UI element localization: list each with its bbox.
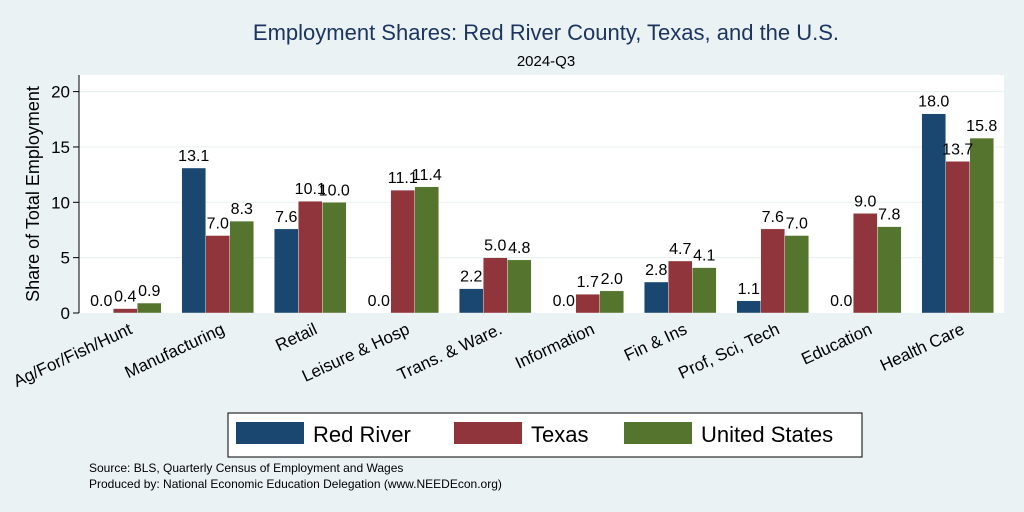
data-labels: 0.0 0.4 0.913.17.08.3 7.610.110.00.011.111.… [90, 94, 997, 310]
data-label-united-states-prof-sci-tech: 7.0 [786, 216, 808, 233]
bar-united-states-fin-ins [692, 267, 717, 314]
bar-red-river-fin-ins [644, 281, 669, 314]
y-axis-label: Share of Total Employment [23, 86, 43, 302]
bar-united-states-ag-for-fish-hunt [137, 302, 162, 314]
data-label-united-states-trans-ware: 4.8 [508, 240, 530, 257]
x-tick-label-trans-ware: Trans. & Ware. [394, 319, 504, 384]
bar-texas-information [575, 293, 600, 314]
y-axis-ticks: 0 5 10 15 20 [51, 83, 79, 323]
chart-subtitle: 2024-Q3 [517, 53, 575, 70]
data-label-united-states-information: 2.0 [601, 271, 623, 288]
bar-united-states-leisure-hosp [414, 186, 439, 314]
bar-united-states-information [599, 290, 624, 314]
data-label-texas-trans-ware: 5.0 [484, 238, 506, 255]
chart-title: Employment Shares: Red River County, Tex… [253, 20, 839, 45]
data-label-united-states-health-care: 15.8 [966, 118, 997, 135]
legend-label-red-river: Red River [313, 422, 411, 447]
data-label-united-states-fin-ins: 4.1 [693, 248, 715, 265]
y-tick-label-20: 20 [51, 83, 70, 102]
data-label-red-river-manufacturing: 13.1 [178, 148, 209, 165]
data-label-texas-manufacturing: 7.0 [207, 216, 229, 233]
bar-united-states-trans-ware [507, 259, 532, 314]
x-tick-label-education: Education [798, 319, 875, 368]
bar-united-states-retail [322, 202, 347, 314]
data-label-red-river-prof-sci-tech: 1.1 [738, 281, 760, 298]
producer-note: Produced by: National Economic Education… [89, 477, 502, 491]
data-label-red-river-fin-ins: 2.8 [645, 262, 667, 279]
data-label-united-states-ag-for-fish-hunt: 0.9 [138, 283, 160, 300]
x-tick-label-retail: Retail [273, 319, 320, 355]
bar-united-states-prof-sci-tech [784, 235, 809, 314]
bar-united-states-health-care [969, 137, 994, 314]
data-label-red-river-information: 0.0 [553, 293, 575, 310]
bars [113, 113, 994, 314]
data-label-united-states-education: 7.8 [878, 207, 900, 224]
legend-swatch-texas [454, 422, 522, 444]
data-label-texas-ag-for-fish-hunt: 0.4 [114, 289, 136, 306]
data-label-red-river-leisure-hosp: 0.0 [368, 293, 390, 310]
data-label-texas-education: 9.0 [854, 193, 876, 210]
bar-red-river-manufacturing [181, 167, 206, 314]
bar-united-states-education [877, 226, 902, 314]
legend-swatch-united-states [624, 422, 692, 444]
bar-texas-trans-ware [483, 257, 508, 314]
x-tick-label-information: Information [512, 319, 597, 372]
x-tick-label-manufacturing: Manufacturing [122, 319, 228, 382]
y-tick-label-0: 0 [61, 304, 70, 323]
bar-texas-education [853, 213, 878, 314]
source-note: Source: BLS, Quarterly Census of Employm… [89, 461, 403, 475]
legend-label-united-states: United States [701, 422, 833, 447]
bar-texas-manufacturing [205, 235, 230, 314]
y-tick-label-10: 10 [51, 193, 70, 212]
bar-red-river-retail [274, 228, 299, 314]
bar-texas-ag-for-fish-hunt [113, 308, 138, 314]
bar-united-states-manufacturing [229, 220, 254, 314]
bar-texas-health-care [945, 161, 970, 314]
bar-red-river-trans-ware [459, 288, 484, 314]
y-tick-label-5: 5 [61, 249, 70, 268]
data-label-united-states-leisure-hosp: 11.4 [412, 167, 442, 184]
bar-red-river-prof-sci-tech [736, 300, 761, 314]
bar-texas-fin-ins [668, 260, 693, 314]
legend-label-texas: Texas [531, 422, 588, 447]
data-label-red-river-education: 0.0 [830, 293, 852, 310]
x-tick-label-prof-sci-tech: Prof, Sci, Tech [675, 319, 782, 382]
data-label-texas-information: 1.7 [577, 274, 599, 291]
data-label-texas-leisure-hosp: 11.1 [388, 170, 418, 187]
data-label-texas-fin-ins: 4.7 [669, 241, 691, 258]
legend-swatch-red-river [236, 422, 304, 444]
data-label-red-river-retail: 7.6 [275, 209, 297, 226]
legend-box [227, 412, 863, 458]
x-tick-label-fin-ins: Fin & Ins [621, 319, 690, 365]
data-label-united-states-retail: 10.0 [319, 182, 350, 199]
data-label-texas-prof-sci-tech: 7.6 [762, 209, 784, 226]
bar-texas-leisure-hosp [390, 189, 415, 314]
bar-red-river-health-care [921, 113, 946, 314]
data-label-red-river-ag-for-fish-hunt: 0.0 [90, 293, 112, 310]
data-label-red-river-health-care: 18.0 [918, 94, 949, 111]
bar-texas-prof-sci-tech [760, 228, 785, 314]
data-label-united-states-manufacturing: 8.3 [231, 201, 253, 218]
data-label-red-river-trans-ware: 2.2 [460, 269, 482, 286]
x-tick-label-ag-for-fish-hunt: Ag/For/Fish/Hunt [10, 319, 135, 391]
y-tick-label-15: 15 [51, 138, 70, 157]
data-label-texas-retail: 10.1 [295, 181, 326, 198]
data-label-texas-health-care: 13.7 [942, 141, 973, 158]
bar-texas-retail [298, 200, 323, 314]
legend: Red River Texas United States [227, 412, 863, 458]
x-tick-label-health-care: Health Care [877, 319, 967, 375]
